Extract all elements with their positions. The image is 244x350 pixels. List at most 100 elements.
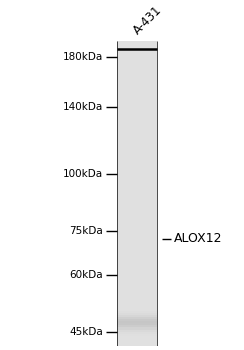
Bar bbox=[117, 71, 157, 72]
Bar bbox=[117, 313, 157, 315]
Bar bbox=[117, 240, 157, 241]
Bar bbox=[117, 262, 157, 264]
Bar bbox=[117, 65, 157, 66]
Bar bbox=[117, 104, 157, 105]
Bar bbox=[117, 190, 157, 191]
Bar bbox=[117, 58, 157, 59]
Bar bbox=[117, 110, 157, 111]
Bar bbox=[117, 130, 157, 131]
Bar bbox=[117, 197, 157, 198]
Bar bbox=[117, 215, 157, 216]
Bar bbox=[117, 67, 157, 68]
Bar bbox=[117, 87, 157, 88]
Bar bbox=[117, 119, 157, 120]
Bar bbox=[117, 96, 157, 97]
Bar bbox=[117, 103, 157, 104]
Bar bbox=[117, 165, 157, 166]
Bar bbox=[117, 94, 157, 95]
Bar bbox=[117, 317, 157, 319]
Bar bbox=[117, 59, 157, 60]
Bar bbox=[117, 184, 157, 186]
Bar bbox=[117, 261, 157, 262]
Bar bbox=[117, 243, 157, 244]
Bar bbox=[117, 134, 157, 135]
Bar bbox=[117, 270, 157, 272]
Bar bbox=[117, 128, 157, 129]
Bar bbox=[117, 217, 157, 218]
Bar bbox=[117, 146, 157, 147]
Bar bbox=[117, 113, 157, 114]
Bar bbox=[117, 258, 157, 259]
Bar bbox=[117, 80, 157, 81]
Bar bbox=[117, 181, 157, 182]
Bar bbox=[117, 68, 157, 69]
Bar bbox=[117, 105, 157, 106]
Bar bbox=[117, 222, 157, 224]
Bar bbox=[117, 110, 157, 111]
Bar bbox=[117, 330, 157, 332]
Bar bbox=[117, 119, 157, 120]
Bar bbox=[117, 148, 157, 149]
Bar bbox=[117, 194, 157, 196]
Bar bbox=[117, 189, 157, 190]
Bar bbox=[117, 88, 157, 89]
Bar bbox=[117, 162, 157, 163]
Bar bbox=[117, 237, 157, 238]
Bar bbox=[117, 85, 157, 86]
Bar bbox=[117, 212, 157, 213]
Bar bbox=[117, 219, 157, 221]
Bar bbox=[117, 231, 157, 233]
Bar bbox=[117, 149, 157, 150]
Bar bbox=[117, 244, 157, 246]
Bar bbox=[117, 226, 157, 228]
Bar bbox=[117, 115, 157, 116]
Bar bbox=[117, 128, 157, 129]
Bar bbox=[117, 295, 157, 297]
Bar bbox=[117, 275, 157, 277]
Bar bbox=[117, 83, 157, 84]
Bar bbox=[117, 94, 157, 95]
Bar bbox=[117, 269, 157, 270]
Bar bbox=[117, 109, 157, 110]
Bar bbox=[117, 162, 157, 163]
Bar bbox=[117, 187, 157, 188]
Bar bbox=[117, 151, 157, 152]
Bar bbox=[117, 231, 157, 233]
Bar bbox=[117, 172, 157, 173]
Bar bbox=[117, 199, 157, 200]
Bar bbox=[117, 79, 157, 80]
Bar bbox=[117, 106, 157, 107]
Bar bbox=[117, 231, 157, 233]
Bar bbox=[117, 90, 157, 91]
Bar bbox=[117, 262, 157, 264]
Bar bbox=[117, 169, 157, 170]
Bar bbox=[117, 97, 157, 98]
Bar bbox=[117, 196, 157, 197]
Bar bbox=[117, 240, 157, 241]
Bar bbox=[117, 50, 157, 51]
Bar bbox=[117, 248, 157, 250]
Bar bbox=[117, 174, 157, 175]
Bar bbox=[117, 54, 157, 55]
Bar bbox=[117, 44, 157, 45]
Bar bbox=[117, 82, 157, 83]
Bar bbox=[117, 66, 157, 67]
Bar bbox=[117, 96, 157, 97]
Bar bbox=[117, 107, 157, 108]
Bar bbox=[117, 139, 157, 140]
Bar bbox=[117, 169, 157, 170]
Bar bbox=[117, 89, 157, 90]
Bar bbox=[117, 264, 157, 265]
Bar bbox=[117, 90, 157, 91]
Bar bbox=[117, 211, 157, 212]
Bar bbox=[117, 279, 157, 281]
Bar bbox=[117, 200, 157, 201]
Bar bbox=[117, 115, 157, 116]
Bar bbox=[117, 279, 157, 281]
Bar bbox=[117, 109, 157, 110]
Bar bbox=[117, 134, 157, 135]
Bar bbox=[117, 226, 157, 228]
Bar bbox=[117, 176, 157, 177]
Bar bbox=[117, 153, 157, 154]
Bar bbox=[117, 154, 157, 155]
